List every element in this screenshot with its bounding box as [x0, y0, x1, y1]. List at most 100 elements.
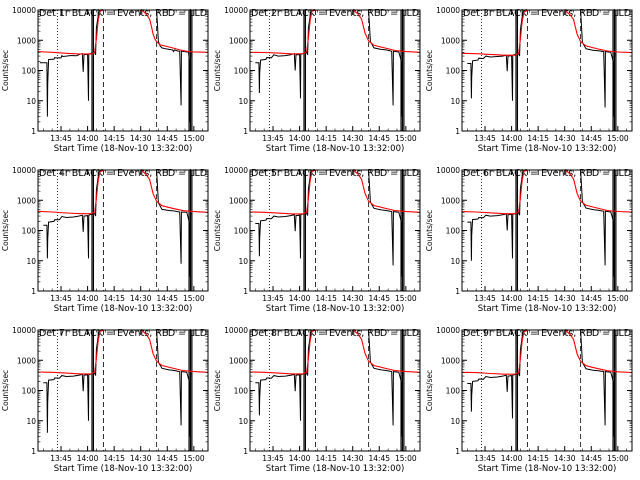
y-tick-label: 100: [446, 227, 461, 236]
y-tick-label: 100: [22, 387, 37, 396]
x-tick-label: 13:45: [50, 294, 72, 303]
series-red-line: [462, 10, 632, 56]
panel-det-5: Det 5r BLACK = Events, RED = LLD 1 10 100 10…: [213, 166, 421, 314]
x-tick-label: 14:00: [289, 134, 311, 143]
series-red-line: [250, 10, 420, 55]
panel-title: Det 8r BLACK = Events, RED = LLD: [251, 328, 419, 339]
panel-title: Det 3r BLACK = Events, RED = LLD: [463, 8, 631, 19]
y-tick-label: 1: [455, 127, 460, 136]
x-tick-label: 15:00: [607, 134, 629, 143]
x-tick-label: 15:00: [183, 134, 205, 143]
panel-det-9: Det 9r BLACK = Events, RED = LLD 1 10 100 10…: [425, 326, 633, 474]
x-tick-label: 14:45: [156, 294, 178, 303]
series-red-line: [250, 330, 420, 375]
y-tick-label: 10: [450, 257, 460, 266]
x-tick-label: 14:00: [501, 454, 523, 463]
x-tick-label: 13:45: [474, 294, 496, 303]
x-tick-label: 14:45: [368, 454, 390, 463]
x-tick-label: 14:15: [315, 454, 337, 463]
x-axis-title: Start Time (18-Nov-10 13:32:00): [54, 304, 193, 314]
y-tick-label: 1000: [229, 356, 248, 365]
y-tick-label: 1: [31, 447, 36, 456]
panel-title: Det 5r BLACK = Events, RED = LLD: [251, 168, 419, 179]
plot-frame: [461, 9, 633, 132]
x-tick-label: 14:15: [315, 294, 337, 303]
y-tick-label: 10000: [224, 6, 248, 15]
x-axis-title: Start Time (18-Nov-10 13:32:00): [54, 464, 193, 474]
x-axis-title: Start Time (18-Nov-10 13:32:00): [478, 144, 617, 154]
y-tick-label: 1000: [441, 356, 460, 365]
panel-title: Det 7r BLACK = Events, RED = LLD: [39, 328, 207, 339]
x-tick-label: 14:00: [289, 454, 311, 463]
series-red-line: [38, 170, 208, 215]
x-tick-label: 14:30: [130, 294, 152, 303]
y-tick-label: 10: [26, 97, 36, 106]
y-axis-title: Counts/sec: [425, 210, 434, 251]
x-tick-label: 13:45: [262, 294, 284, 303]
y-tick-label: 1000: [17, 36, 36, 45]
series-black-line: [43, 170, 192, 277]
y-axis-title: Counts/sec: [1, 370, 10, 411]
x-tick-label: 15:00: [395, 454, 417, 463]
panel-title: Det 1r BLACK = Events, RED = LLD: [39, 8, 207, 19]
y-tick-label: 10000: [12, 6, 36, 15]
plot-frame: [249, 329, 421, 452]
y-axis-title: Counts/sec: [1, 50, 10, 91]
x-tick-label: 14:45: [368, 134, 390, 143]
plot-frame: [461, 169, 633, 292]
x-axis-title: Start Time (18-Nov-10 13:32:00): [478, 464, 617, 474]
x-tick-label: 15:00: [395, 134, 417, 143]
x-tick-label: 14:30: [342, 294, 364, 303]
x-tick-label: 14:00: [77, 134, 99, 143]
x-tick-label: 14:45: [580, 454, 602, 463]
y-tick-label: 10: [26, 257, 36, 266]
y-tick-label: 1000: [441, 36, 460, 45]
y-tick-label: 10: [450, 417, 460, 426]
y-tick-label: 100: [22, 227, 37, 236]
panel-title: Det 2r BLACK = Events, RED = LLD: [251, 8, 419, 19]
x-tick-label: 14:30: [130, 454, 152, 463]
y-tick-label: 1: [243, 447, 248, 456]
x-tick-label: 14:45: [156, 454, 178, 463]
y-tick-label: 10000: [12, 166, 36, 175]
plot-frame: [37, 329, 209, 452]
x-tick-label: 14:45: [368, 294, 390, 303]
x-axis-title: Start Time (18-Nov-10 13:32:00): [478, 304, 617, 314]
x-tick-label: 14:15: [527, 294, 549, 303]
y-tick-label: 100: [234, 387, 249, 396]
plot-frame: [37, 9, 209, 132]
x-tick-label: 13:45: [50, 134, 72, 143]
y-tick-label: 1000: [229, 36, 248, 45]
panel-det-7: Det 7r BLACK = Events, RED = LLD 1 10 100 10…: [1, 326, 209, 474]
x-tick-label: 14:30: [554, 134, 576, 143]
x-tick-label: 14:45: [580, 294, 602, 303]
y-tick-label: 10: [26, 417, 36, 426]
x-tick-label: 14:15: [527, 134, 549, 143]
panel-det-3: Det 3r BLACK = Events, RED = LLD 1 10 100 10…: [425, 6, 633, 154]
y-tick-label: 10: [238, 417, 248, 426]
x-tick-label: 15:00: [183, 454, 205, 463]
panel-title: Det 6r BLACK = Events, RED = LLD: [463, 168, 631, 179]
y-axis-title: Counts/sec: [213, 210, 222, 251]
panel-det-8: Det 8r BLACK = Events, RED = LLD 1 10 100 10…: [213, 326, 421, 474]
panel-det-6: Det 6r BLACK = Events, RED = LLD 1 10 100 10…: [425, 166, 633, 314]
panel-title: Det 9r BLACK = Events, RED = LLD: [463, 328, 631, 339]
y-axis-title: Counts/sec: [425, 370, 434, 411]
plot-frame: [249, 9, 421, 132]
x-tick-label: 14:30: [342, 134, 364, 143]
y-tick-label: 10000: [436, 326, 460, 335]
y-tick-label: 10: [238, 97, 248, 106]
x-tick-label: 15:00: [183, 294, 205, 303]
x-tick-label: 14:00: [289, 294, 311, 303]
x-tick-label: 14:15: [315, 134, 337, 143]
series-black-line: [467, 170, 616, 277]
y-axis-title: Counts/sec: [425, 50, 434, 91]
series-red-line: [462, 330, 632, 375]
x-tick-label: 14:30: [554, 294, 576, 303]
series-red-line: [38, 10, 208, 55]
plot-frame: [37, 169, 209, 292]
x-tick-label: 14:00: [77, 454, 99, 463]
y-tick-label: 100: [446, 67, 461, 76]
panel-title: Det 4r BLACK = Events, RED = LLD: [39, 168, 207, 179]
